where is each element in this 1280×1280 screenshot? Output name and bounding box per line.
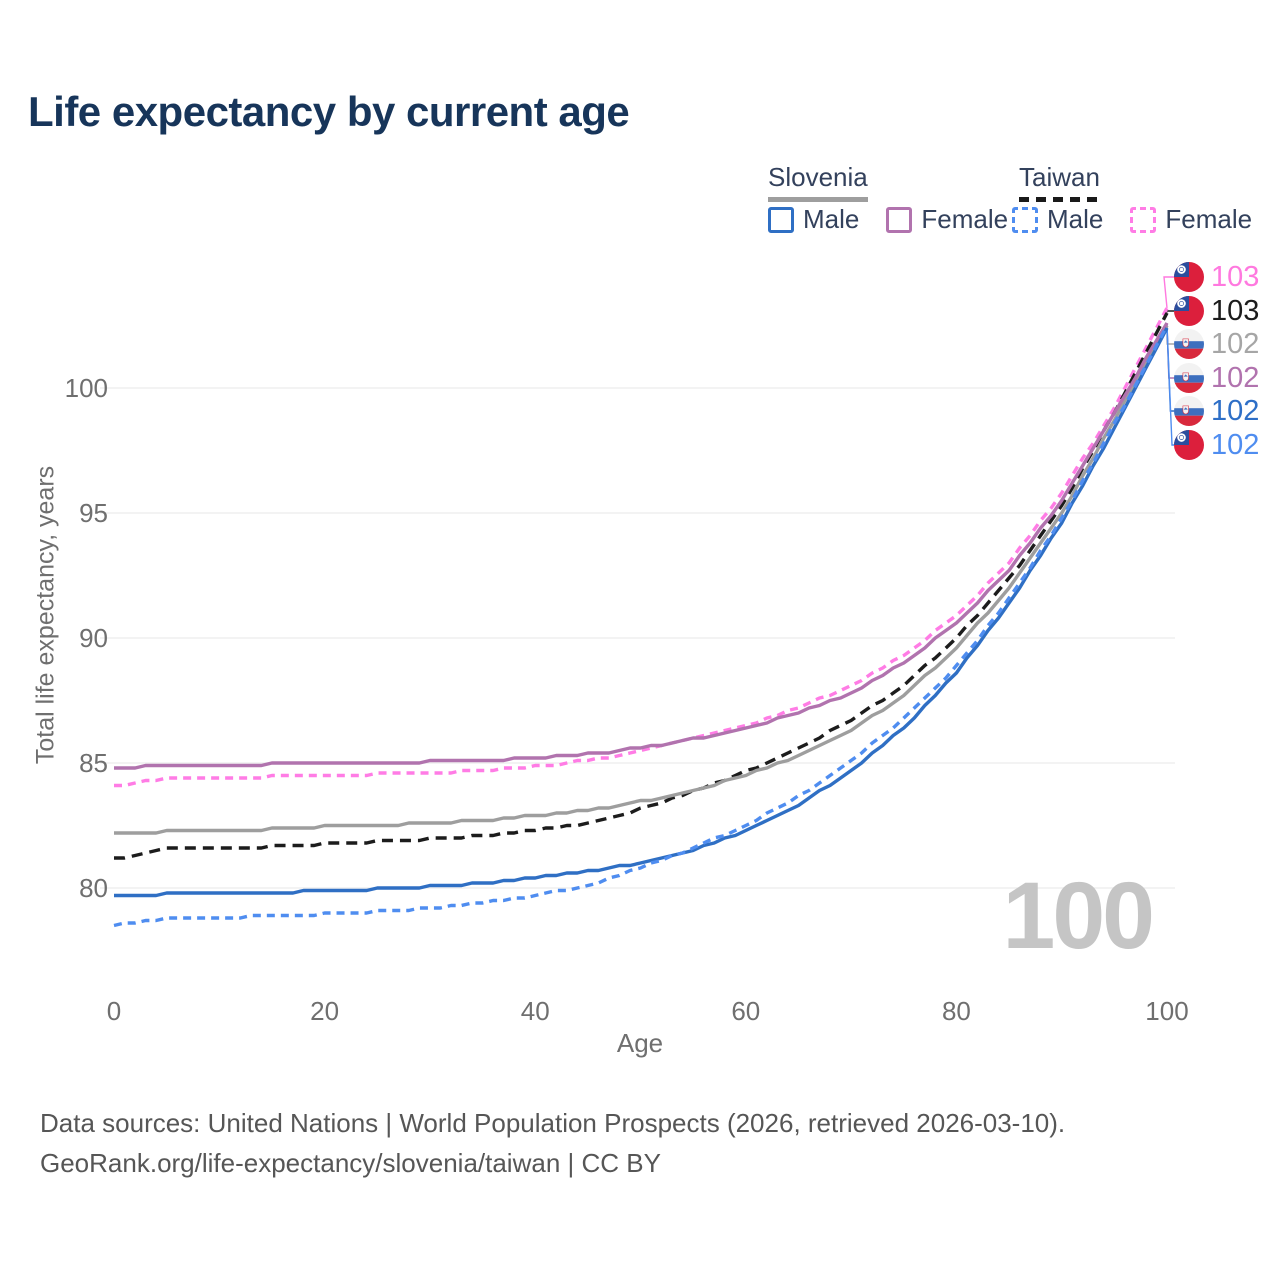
x-tick-label: 20 xyxy=(310,996,339,1026)
end-label-value: 103 xyxy=(1211,260,1260,293)
end-label-value: 103 xyxy=(1211,294,1260,327)
slovenia-flag-icon xyxy=(1174,396,1204,426)
x-tick-label: 60 xyxy=(731,996,760,1026)
legend-swatch-taiwan-male[interactable] xyxy=(1012,206,1038,233)
legend-group-label: Taiwan xyxy=(1019,162,1100,192)
slovenia-flag-icon xyxy=(1174,363,1204,393)
legend-item-label[interactable]: Female xyxy=(1165,204,1253,234)
legend-row-slovenia: Male Female xyxy=(768,204,1026,235)
legend-item-label[interactable]: Male xyxy=(803,204,860,234)
end-label-leader-lines xyxy=(1163,276,1174,446)
slovenia-flag-icon xyxy=(1174,329,1204,359)
taiwan-flag-icon xyxy=(1174,262,1204,292)
x-tick-label: 40 xyxy=(521,996,550,1026)
legend-swatch-slovenia-male[interactable] xyxy=(768,206,794,233)
series-line-taiwan-total xyxy=(114,312,1169,860)
end-label-taiwan-male: 102 xyxy=(1174,429,1259,461)
x-tick-label: 80 xyxy=(942,996,971,1026)
series-line-taiwan-female xyxy=(114,307,1169,788)
series-line-taiwan-male xyxy=(113,324,1169,928)
legend-item-label[interactable]: Female xyxy=(921,204,1009,234)
age-watermark: 100 xyxy=(1002,863,1152,969)
legend-swatch-taiwan-female[interactable] xyxy=(1130,206,1157,233)
leader-line xyxy=(1163,276,1174,309)
series-line-slovenia-male xyxy=(114,327,1169,898)
series-lines xyxy=(113,307,1169,928)
taiwan-flag-icon xyxy=(1174,296,1204,326)
x-axis-ticks: 0 20 40 60 80 100 xyxy=(107,996,1189,1026)
series-line-slovenia-female xyxy=(114,322,1169,770)
gridlines xyxy=(100,387,1175,889)
x-axis-title: Age xyxy=(616,1028,664,1058)
x-tick-label: 0 xyxy=(107,996,121,1026)
y-tick-label: 80 xyxy=(79,873,108,903)
legend-swatch-slovenia-female[interactable] xyxy=(886,206,913,233)
end-label-taiwan-total: 103 xyxy=(1174,295,1259,327)
y-tick-label: 85 xyxy=(79,748,108,778)
legend-dashed-line-sample xyxy=(1019,197,1100,202)
page-title: Life expectancy by current age xyxy=(28,88,630,135)
legend-group-label: Slovenia xyxy=(768,162,868,192)
end-label-slovenia-female: 102 xyxy=(1174,362,1259,394)
y-tick-label: 100 xyxy=(65,373,108,403)
y-tick-label: 95 xyxy=(79,498,108,528)
legend-group-taiwan[interactable]: Taiwan xyxy=(1019,162,1100,202)
y-tick-label: 90 xyxy=(79,623,108,653)
leader-line xyxy=(1166,325,1174,446)
y-axis-ticks: 80 85 90 95 100 xyxy=(65,373,108,903)
y-axis-title: Total life expectancy, years xyxy=(31,465,60,765)
legend-item-label[interactable]: Male xyxy=(1047,204,1104,234)
end-label-slovenia-total: 102 xyxy=(1174,328,1259,360)
end-label-slovenia-male: 102 xyxy=(1174,395,1259,427)
legend-row-taiwan: Male Female xyxy=(1012,204,1270,235)
end-label-value: 102 xyxy=(1211,394,1260,427)
end-label-value: 102 xyxy=(1211,327,1260,360)
taiwan-flag-icon xyxy=(1174,430,1204,460)
end-label-value: 102 xyxy=(1211,428,1260,461)
end-label-taiwan-female: 103 xyxy=(1174,261,1259,293)
legend-group-slovenia[interactable]: Slovenia xyxy=(768,162,868,202)
series-line-slovenia-total xyxy=(114,324,1169,835)
attribution-line: GeoRank.org/life-expectancy/slovenia/tai… xyxy=(40,1148,661,1178)
end-label-value: 102 xyxy=(1211,361,1260,394)
legend-solid-line-sample xyxy=(768,197,868,202)
x-tick-label: 100 xyxy=(1145,996,1188,1026)
data-sources-line: Data sources: United Nations | World Pop… xyxy=(40,1108,1066,1138)
